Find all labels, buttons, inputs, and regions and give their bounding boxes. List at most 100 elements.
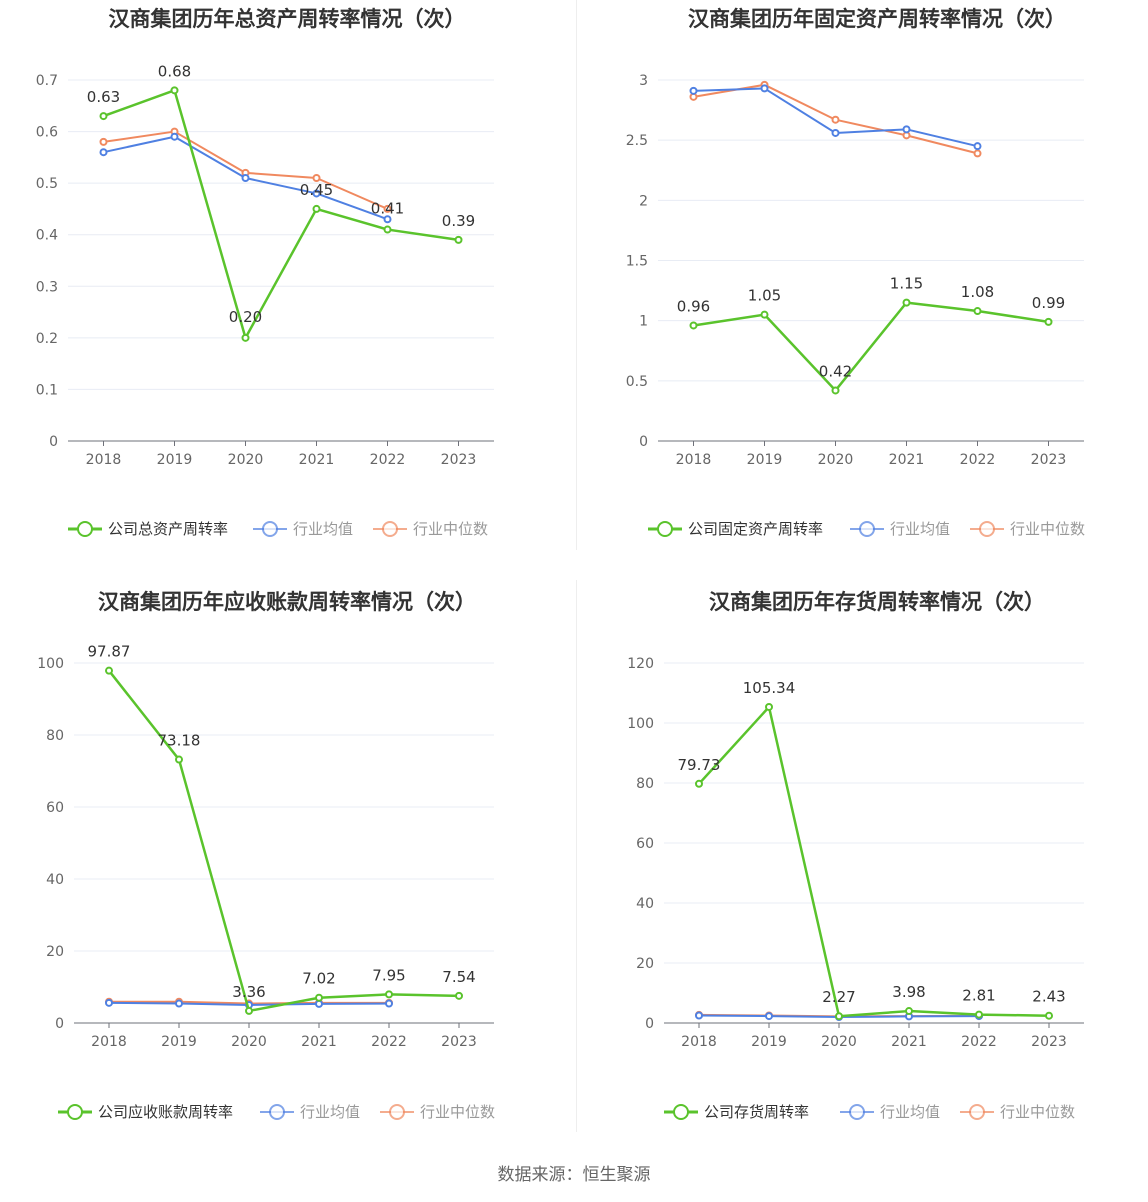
- data-point[interactable]: [689, 321, 698, 330]
- data-point[interactable]: [383, 215, 392, 224]
- data-point[interactable]: [312, 173, 321, 182]
- data-point[interactable]: [973, 307, 982, 316]
- y-tick-label: 0.2: [36, 331, 58, 347]
- data-point[interactable]: [902, 125, 911, 134]
- data-point[interactable]: [383, 225, 392, 234]
- data-point[interactable]: [905, 1007, 913, 1016]
- data-point[interactable]: [1044, 317, 1053, 326]
- legend-item-2[interactable]: 行业中位数: [970, 520, 1085, 538]
- data-label: 105.34: [743, 679, 796, 697]
- legend-item-1[interactable]: 行业均值: [260, 1103, 360, 1121]
- data-point[interactable]: [175, 755, 183, 764]
- chart-receivables-turnover: 汉商集团历年应收账款周转率情况（次） 0 20 40 60 80 100 2018 2019 20…: [0, 583, 574, 1163]
- x-tick-label: 2018: [91, 1034, 127, 1050]
- data-point[interactable]: [99, 137, 108, 146]
- data-point[interactable]: [175, 999, 183, 1008]
- legend-label: 行业中位数: [1000, 1103, 1075, 1121]
- legend-label: 行业均值: [890, 520, 950, 538]
- x-tick-label: 2023: [441, 452, 477, 468]
- chart-title: 汉商集团历年存货周转率情况（次）: [709, 590, 1045, 614]
- y-tick-label: 0.5: [36, 176, 58, 192]
- y-tick-label: 20: [636, 956, 654, 972]
- legend-item-0[interactable]: 公司存货周转率: [664, 1103, 809, 1121]
- data-label: 1.15: [890, 275, 923, 293]
- legend-item-1[interactable]: 行业均值: [850, 520, 950, 538]
- data-label: 0.45: [300, 181, 333, 199]
- data-point[interactable]: [973, 149, 982, 158]
- data-point[interactable]: [315, 993, 323, 1002]
- data-point[interactable]: [454, 235, 463, 244]
- y-tick-label: 3: [639, 73, 648, 89]
- y-tick-label: 20: [46, 944, 64, 960]
- data-point[interactable]: [315, 999, 323, 1008]
- data-label: 3.98: [892, 983, 925, 1001]
- y-tick-label: 0.1: [36, 382, 58, 398]
- data-point[interactable]: [902, 298, 911, 307]
- data-label: 97.87: [88, 643, 131, 661]
- x-tick-label: 2021: [889, 452, 925, 468]
- legend-marker-icon: [657, 521, 673, 537]
- data-point[interactable]: [695, 779, 703, 788]
- data-point[interactable]: [383, 204, 392, 213]
- data-point[interactable]: [105, 998, 113, 1007]
- series-line-0: [108, 669, 460, 1013]
- data-point[interactable]: [973, 142, 982, 151]
- data-point[interactable]: [1045, 1011, 1053, 1020]
- data-point[interactable]: [835, 1012, 843, 1021]
- data-point[interactable]: [975, 1010, 983, 1019]
- legend-marker-icon: [849, 1104, 865, 1120]
- data-point[interactable]: [760, 84, 769, 93]
- data-point[interactable]: [831, 115, 840, 124]
- legend-item-2[interactable]: 行业中位数: [960, 1103, 1075, 1121]
- total-asset-turnover-svg: 汉商集团历年总资产周转率情况（次） 0 0.1 0.2 0.3 0.4 0.5 0.6 0.7 2…: [36, 7, 494, 538]
- chart-inventory-turnover: 汉商集团历年存货周转率情况（次） 0 20 40 60 80 100 120 2018 2019 2…: [590, 583, 1148, 1163]
- y-tick-label: 60: [636, 836, 654, 852]
- data-source-footer: 数据来源：恒生聚源: [497, 1165, 651, 1185]
- data-point[interactable]: [695, 1011, 703, 1020]
- legend-label: 行业均值: [300, 1103, 360, 1121]
- data-point[interactable]: [312, 204, 321, 213]
- legend-marker-icon: [969, 1104, 985, 1120]
- legend-item-0[interactable]: 公司应收账款周转率: [58, 1103, 233, 1121]
- data-point[interactable]: [455, 991, 463, 1000]
- legend-label: 公司存货周转率: [704, 1103, 809, 1121]
- data-point[interactable]: [241, 333, 250, 342]
- x-tick-label: 2020: [821, 1034, 857, 1050]
- legend-label: 行业均值: [293, 520, 353, 538]
- data-point[interactable]: [170, 132, 179, 141]
- data-point[interactable]: [245, 1006, 253, 1015]
- y-tick-label: 100: [627, 716, 654, 732]
- y-tick-label: 60: [46, 800, 64, 816]
- y-tick-label: 0.3: [36, 279, 58, 295]
- data-point[interactable]: [689, 86, 698, 95]
- fixed-asset-turnover-svg: 汉商集团历年固定资产周转率情况（次） 0 0.5 1 1.5 2 2.5 3 2018 2019 2…: [626, 7, 1085, 538]
- data-point[interactable]: [765, 1012, 773, 1021]
- legend-item-0[interactable]: 公司固定资产周转率: [648, 520, 823, 538]
- x-tick-label: 2020: [818, 452, 854, 468]
- legend-item-2[interactable]: 行业中位数: [373, 520, 488, 538]
- series-line-0: [693, 301, 1049, 392]
- data-point[interactable]: [831, 128, 840, 137]
- data-point[interactable]: [105, 666, 113, 675]
- x-tick-label: 2022: [961, 1034, 997, 1050]
- legend-marker-icon: [77, 521, 93, 537]
- legend-label: 行业中位数: [413, 520, 488, 538]
- data-point[interactable]: [99, 112, 108, 121]
- legend-item-1[interactable]: 行业均值: [253, 520, 353, 538]
- data-point[interactable]: [241, 173, 250, 182]
- data-point[interactable]: [385, 999, 393, 1008]
- data-point[interactable]: [765, 702, 773, 711]
- data-point[interactable]: [170, 86, 179, 95]
- data-point[interactable]: [99, 148, 108, 157]
- x-tick-label: 2020: [228, 452, 264, 468]
- data-point[interactable]: [831, 386, 840, 395]
- legend-item-1[interactable]: 行业均值: [840, 1103, 940, 1121]
- data-point[interactable]: [385, 990, 393, 999]
- x-tick-label: 2020: [231, 1034, 267, 1050]
- legend-item-0[interactable]: 公司总资产周转率: [68, 520, 228, 538]
- x-tick-label: 2018: [676, 452, 712, 468]
- x-tick-label: 2021: [301, 1034, 337, 1050]
- data-point[interactable]: [760, 310, 769, 319]
- data-point[interactable]: [312, 189, 321, 198]
- legend-item-2[interactable]: 行业中位数: [380, 1103, 495, 1121]
